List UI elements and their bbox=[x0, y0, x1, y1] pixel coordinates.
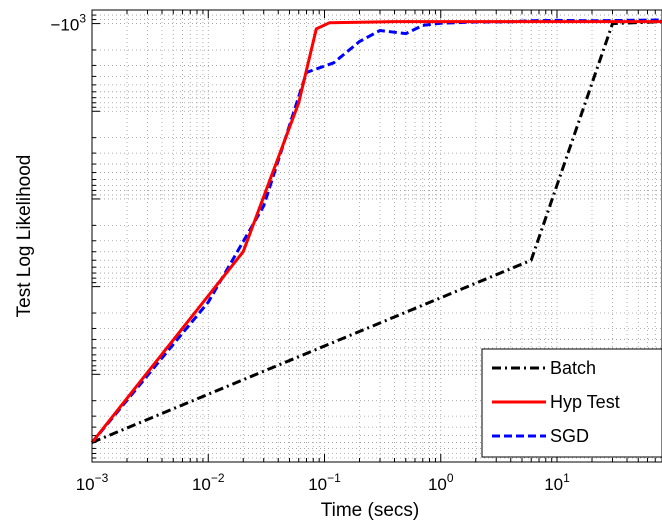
legend-label: Batch bbox=[550, 358, 596, 378]
x-tick-label: 10−3 bbox=[76, 471, 109, 494]
legend-label: Hyp Test bbox=[550, 392, 620, 412]
y-axis-label: Test Log Likelihood bbox=[14, 155, 35, 318]
series-line-hyp-test bbox=[90, 20, 662, 444]
series-lines bbox=[90, 18, 662, 444]
x-tick-label: 101 bbox=[544, 471, 570, 494]
axis-ticks: 10−3 10−2 10−1 100 101 −103 bbox=[50, 9, 662, 494]
x-tick-label: 100 bbox=[428, 471, 454, 494]
y-tick-label: −103 bbox=[50, 12, 86, 35]
x-tick-label: 10−1 bbox=[308, 471, 341, 494]
plot-area-border bbox=[91, 9, 662, 463]
legend-label: SGD bbox=[550, 426, 589, 446]
x-tick-label: 10−2 bbox=[192, 471, 225, 494]
legend: Batch Hyp Test SGD bbox=[481, 348, 662, 458]
x-axis-label: Time (secs) bbox=[321, 500, 420, 521]
